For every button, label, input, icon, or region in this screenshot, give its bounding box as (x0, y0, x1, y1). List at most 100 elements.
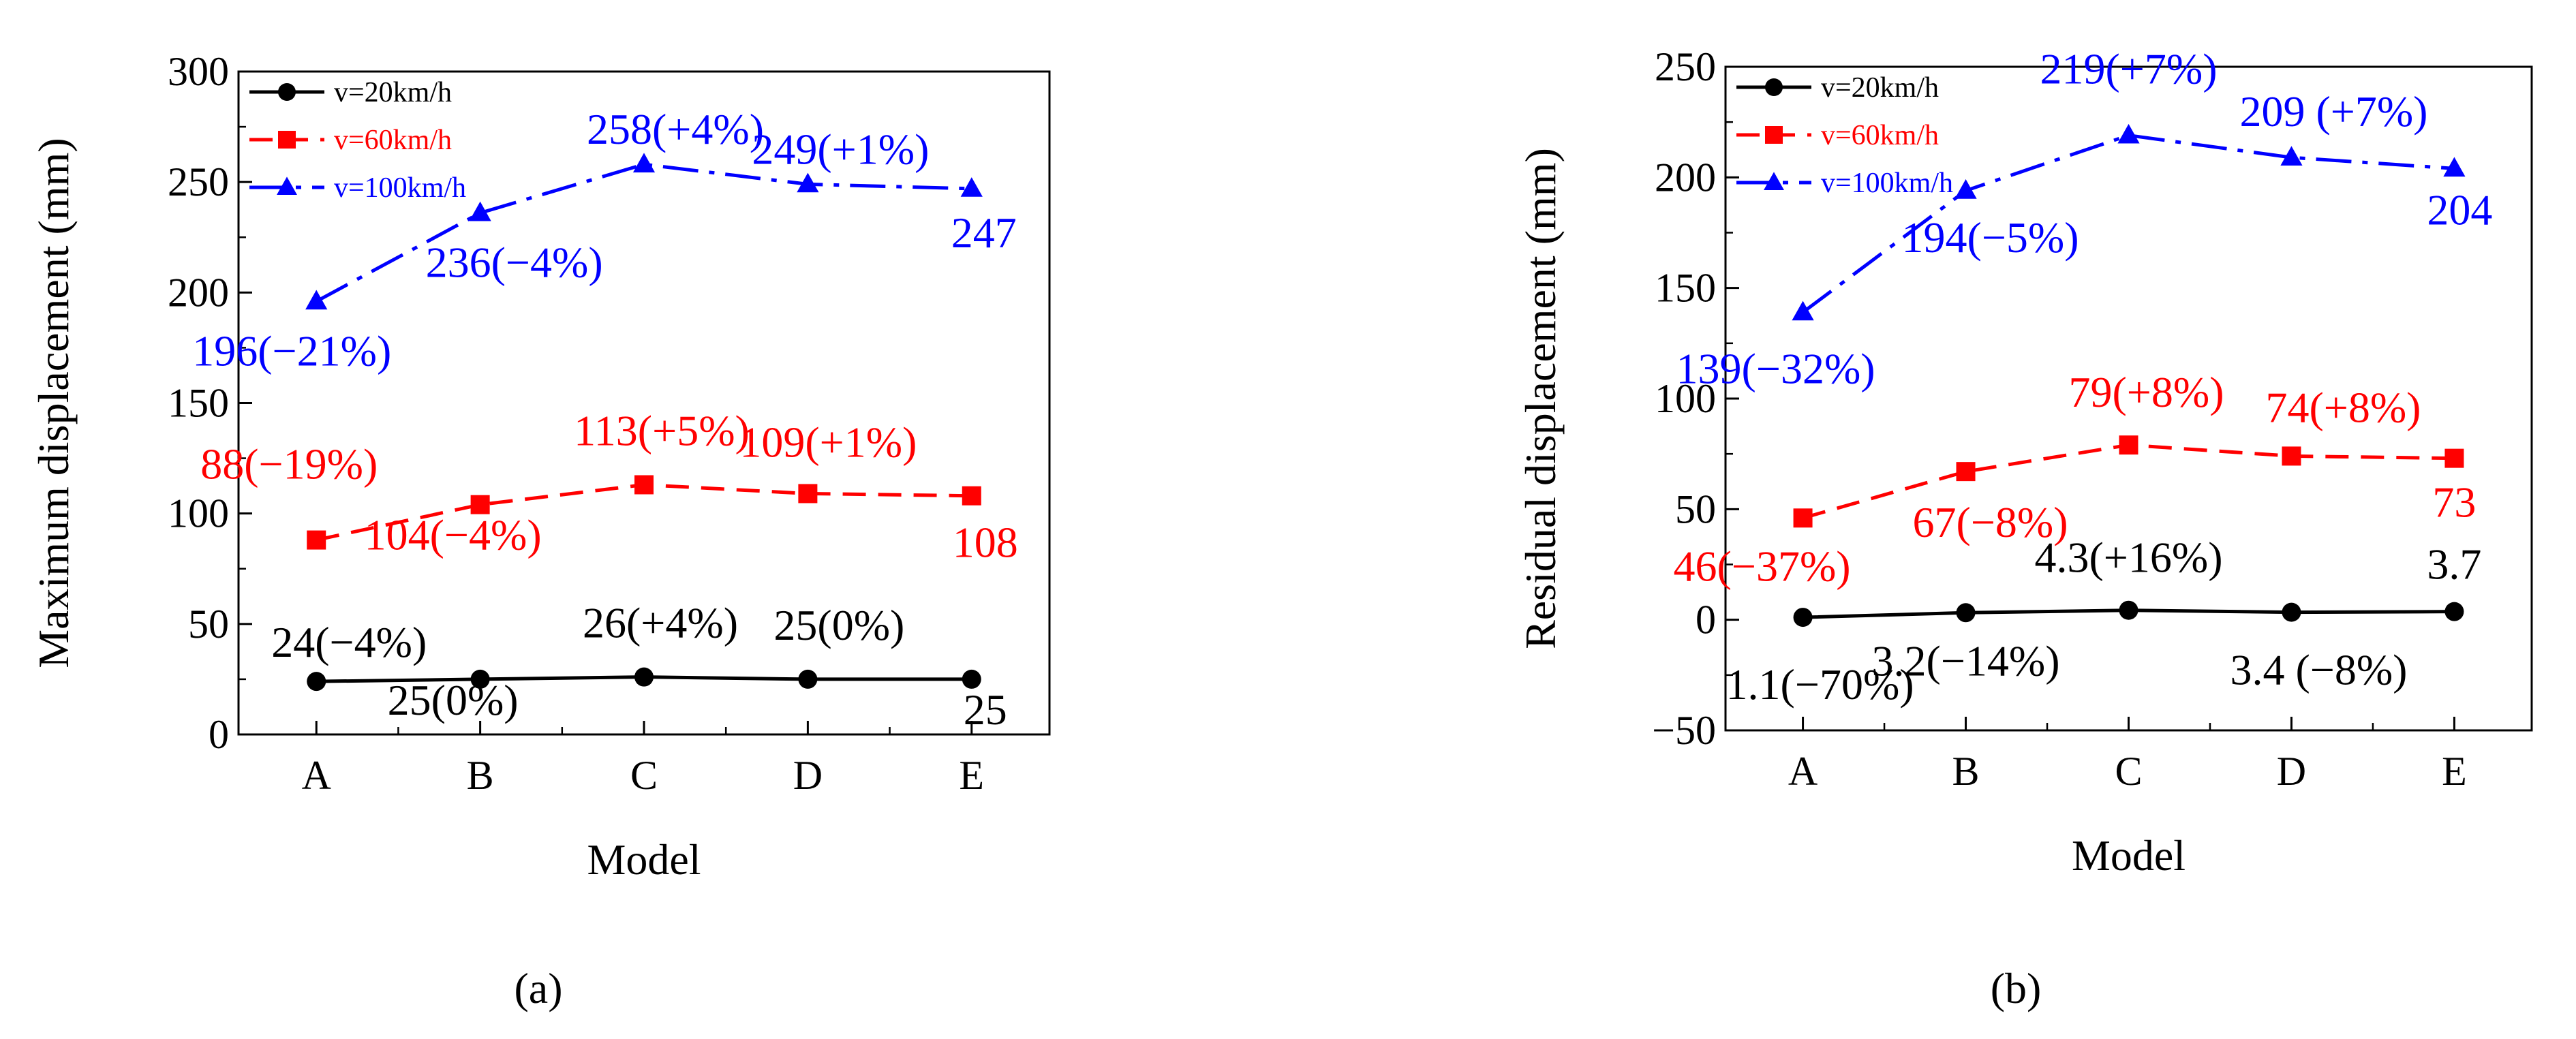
y-tick-label: 0 (1696, 598, 1716, 642)
data-label: 24(−4%) (271, 618, 427, 666)
data-point (632, 153, 656, 173)
data-point (305, 290, 328, 310)
data-label: 104(−4%) (365, 511, 542, 559)
y-tick-label: 200 (168, 270, 229, 315)
y-tick-label: 150 (1655, 266, 1716, 311)
x-tick-label: B (1952, 749, 1980, 794)
data-label: 139(−32%) (1676, 344, 1875, 392)
data-point (1793, 608, 1813, 627)
data-point (470, 669, 490, 689)
data-label: 209 (+7%) (2239, 87, 2427, 136)
series-v=100km/h: 196(−21%) 236(−4%) 258(+4%)249(+1%) 247 (192, 105, 1017, 375)
data-point (307, 672, 326, 692)
data-point (1765, 126, 1783, 144)
series-line (1802, 134, 2455, 314)
data-point (2117, 123, 2140, 144)
x-tick-label: D (793, 753, 823, 798)
data-point (1764, 172, 1784, 191)
data-label: 3.4 (−8%) (2230, 646, 2407, 694)
data-point (2119, 435, 2138, 455)
y-tick-label: 50 (188, 602, 229, 647)
legend-label: v=20km/h (1821, 72, 1939, 104)
data-point (634, 667, 654, 687)
data-label: 109(+1%) (739, 418, 917, 466)
data-label: 79(+8%) (2068, 368, 2224, 416)
data-point (278, 131, 296, 149)
legend-label: v=60km/h (1821, 120, 1939, 151)
data-point (278, 83, 296, 101)
y-tick-label: 100 (1655, 376, 1716, 421)
data-label: 113(+5%) (574, 407, 750, 455)
data-label: 3.7 (2427, 540, 2481, 589)
y-tick-label: 100 (168, 491, 229, 536)
y-tick-label: 250 (1655, 44, 1716, 89)
data-label: 236(−4%) (426, 238, 603, 287)
data-point (470, 495, 490, 514)
y-tick-label: 250 (168, 159, 229, 204)
data-point (1954, 179, 1977, 199)
x-axis-title: Model (587, 835, 701, 884)
series-line (1802, 443, 2455, 520)
legend-label: v=100km/h (334, 172, 466, 204)
data-point (2444, 602, 2464, 621)
y-tick-label: −50 (1652, 708, 1716, 753)
data-label: 25 (964, 685, 1007, 734)
data-point (798, 484, 818, 503)
data-label: 219(+7%) (2040, 45, 2217, 93)
data-label: 108 (953, 518, 1018, 567)
series-v=20km/h: 1.1(−70%)3.2(−14%) 4.3(+16%) 3.4 (−8%) 3.7 (1726, 533, 2482, 709)
data-point (1765, 78, 1783, 96)
data-point (1792, 300, 1814, 321)
x-tick-label: A (1788, 749, 1818, 794)
data-label: 196(−21%) (192, 326, 391, 375)
data-point (2119, 600, 2138, 620)
data-label: 258(+4%) (587, 105, 764, 153)
y-axis-title: Residual displacement (mm) (1516, 148, 1565, 649)
data-point (469, 201, 491, 221)
x-tick-label: E (959, 753, 984, 798)
data-label: 67(−8%) (1913, 498, 2068, 546)
legend-label: v=60km/h (334, 125, 452, 156)
series-line (316, 162, 972, 303)
x-tick-label: C (630, 753, 658, 798)
data-point (1956, 462, 1976, 482)
data-point (962, 669, 981, 689)
data-point (2280, 146, 2303, 166)
data-label: 1.1(−70%) (1726, 660, 1914, 709)
data-point (2282, 602, 2301, 622)
data-point (962, 486, 981, 506)
data-label: 3.2(−14%) (1872, 636, 2060, 685)
data-label: 88(−19%) (200, 440, 378, 489)
series-v=60km/h: 88(−19%) 104(−4%) 113(+5%)109(+1%) 108 (200, 407, 1018, 567)
legend-label: v=100km/h (1821, 168, 1953, 199)
data-point (2282, 446, 2301, 466)
legend-label: v=20km/h (334, 77, 452, 108)
data-label: 26(+4%) (583, 599, 738, 647)
y-tick-label: 300 (168, 49, 229, 94)
y-tick-label: 0 (209, 712, 229, 757)
panel-label-a: (a) (514, 964, 562, 1012)
data-label: 249(+1%) (752, 125, 929, 173)
x-tick-label: C (2115, 749, 2142, 794)
data-label: 73 (2432, 478, 2476, 527)
x-tick-label: D (2277, 749, 2306, 794)
series-v=20km/h: 24(−4%) 25(0%) 26(+4%) 25(0%) 25 (271, 599, 1007, 734)
data-point (797, 172, 819, 193)
data-label: 4.3(+16%) (2034, 533, 2222, 582)
x-axis-title: Model (2072, 831, 2186, 880)
data-label: 194(−5%) (1902, 213, 2079, 262)
data-point (2443, 157, 2466, 177)
data-label: 204 (2427, 185, 2492, 234)
x-tick-label: B (467, 753, 494, 798)
series-v=100km/h: 139(−32%) 194(−5%) 219(+7%) 209 (+7%)204 (1676, 45, 2493, 393)
series-v=60km/h: 46(−37%) 67(−8%) 79(+8%) 74(+8%)73 (1674, 368, 2477, 590)
panel-label-b: (b) (1991, 964, 2042, 1012)
data-point (277, 176, 297, 196)
data-label: 46(−37%) (1674, 542, 1851, 590)
data-point (1793, 508, 1813, 528)
data-label: 25(0%) (773, 601, 904, 649)
data-point (2444, 448, 2464, 468)
chart-b: −50 0 50 100 150 200 250 A B C D E Model Residual dis… (1516, 44, 2533, 880)
data-point (634, 475, 654, 495)
